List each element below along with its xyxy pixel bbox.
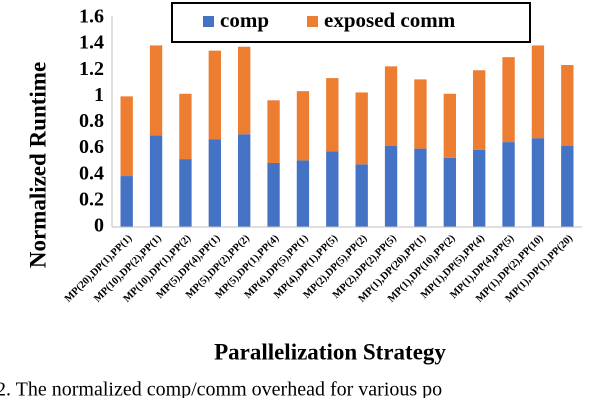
bar-segment (267, 100, 280, 163)
y-tick-label: 0.4 (79, 162, 104, 184)
y-axis-title: Normalized Runtime (25, 62, 50, 268)
bar-segment (384, 66, 398, 147)
bar-segment (414, 148, 427, 227)
bar-segment (267, 162, 280, 227)
bar-segment (179, 93, 192, 160)
y-tick-label: 0.2 (79, 188, 104, 210)
x-axis-title: Parallelization Strategy (214, 339, 446, 364)
bar-segment (149, 45, 163, 136)
bar-segment (443, 157, 456, 227)
bar-segment (531, 45, 545, 139)
bar-segment (384, 146, 398, 227)
legend-swatch (203, 16, 214, 27)
legend-label: exposed comm (324, 8, 456, 32)
y-tick-label: 1 (94, 84, 104, 106)
legend-swatch (307, 16, 318, 27)
bar-segment (120, 96, 133, 177)
bar-segment (414, 79, 427, 149)
bar-segment (502, 57, 515, 143)
bar-segment (531, 138, 545, 227)
bar-segment (238, 134, 251, 227)
bar-segment (502, 142, 515, 227)
bar-segment (296, 160, 310, 227)
bar-segment (473, 149, 486, 227)
caption: 2. The normalized comp/comm overhead for… (0, 379, 442, 398)
bar-segment (355, 92, 368, 165)
y-tick-label: 0.8 (79, 110, 104, 132)
bar-segment (326, 78, 339, 152)
bar-segment (208, 139, 221, 227)
y-tick-label: 0 (94, 215, 104, 237)
bar-segment (443, 93, 456, 158)
bar-segment (120, 176, 133, 227)
y-tick-label: 1.4 (79, 32, 104, 54)
bar-segment (561, 65, 574, 147)
bar-segment (326, 151, 339, 227)
y-tick-label: 0.6 (79, 136, 104, 158)
bar-segment (561, 146, 574, 227)
legend-label: comp (220, 8, 269, 32)
bar-segment (149, 135, 163, 227)
y-tick-label: 1.2 (79, 58, 104, 80)
bar-segment (179, 159, 192, 227)
bar-segment (296, 91, 310, 161)
bar-segment (238, 46, 251, 135)
y-tick-label: 1.6 (79, 6, 104, 28)
bar-segment (208, 50, 221, 140)
bar-segment (355, 164, 368, 227)
legend-box (171, 2, 531, 43)
bar-segment (473, 70, 486, 150)
